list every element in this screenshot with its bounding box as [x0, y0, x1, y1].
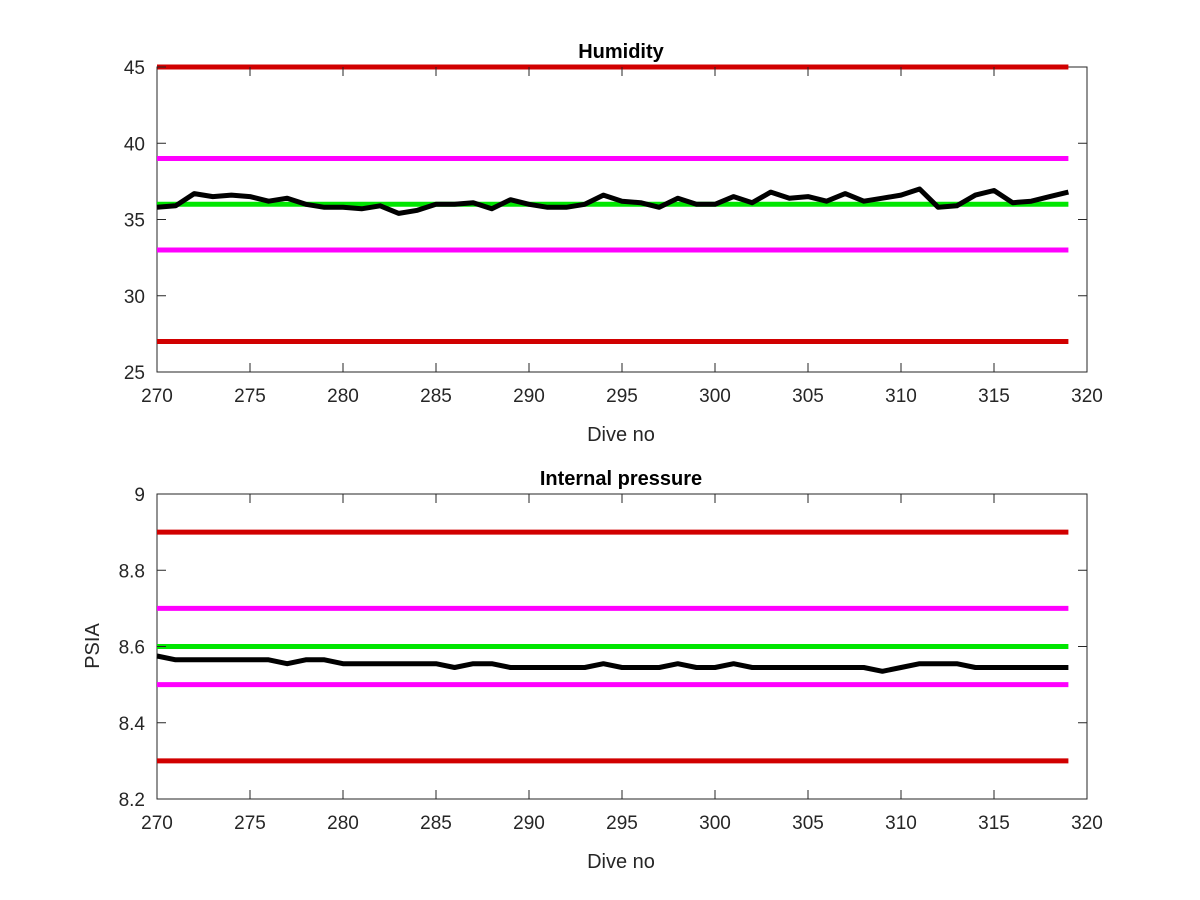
- pressure-x-tick-label: 310: [885, 813, 917, 834]
- humidity-x-tick-label: 270: [141, 386, 173, 407]
- pressure-ticks: 270 275 280 285 290 295 300 305 310 315 320 8.2 8.4 8…: [119, 485, 1103, 834]
- pressure-y-axis-label: PSIA: [82, 623, 104, 669]
- humidity-x-tick-label: 280: [327, 386, 359, 407]
- pressure-x-tick-label: 275: [234, 813, 266, 834]
- humidity-x-tick-label: 290: [513, 386, 545, 407]
- pressure-x-tick-label: 285: [420, 813, 452, 834]
- pressure-data-line-0: [156, 653, 1069, 674]
- pressure-y-tick-label: 8.6: [119, 638, 145, 659]
- pressure-x-tick-label: 305: [792, 813, 824, 834]
- pressure-y-tick-label: 8.8: [119, 561, 145, 582]
- humidity-plot-area: [156, 66, 1088, 373]
- pressure-x-tick-label: 315: [978, 813, 1010, 834]
- humidity-x-axis-label: Dive no: [587, 424, 655, 446]
- humidity-x-tick-label: 305: [792, 386, 824, 407]
- humidity-series-layer: [156, 64, 1069, 344]
- humidity-axes: 270 275 280 285 290 295 300 305 310 315 320 25 30 35 4…: [124, 41, 1103, 446]
- pressure-y-tick-label: 8.2: [119, 790, 145, 811]
- humidity-ticks: 270 275 280 285 290 295 300 305 310 315 320 25 30 35 4…: [124, 58, 1103, 407]
- pressure-y-tick-label: 9: [134, 485, 145, 506]
- pressure-x-tick-label: 280: [327, 813, 359, 834]
- humidity-x-tick-label: 285: [420, 386, 452, 407]
- pressure-axes: 270 275 280 285 290 295 300 305 310 315 320 8.2 8.4 8…: [82, 468, 1103, 873]
- pressure-title: Internal pressure: [540, 468, 702, 490]
- humidity-y-tick-label: 30: [124, 287, 145, 308]
- humidity-x-tick-label: 295: [606, 386, 638, 407]
- humidity-x-tick-label: 320: [1071, 386, 1103, 407]
- pressure-series-layer: [156, 529, 1069, 764]
- pressure-x-axis-label: Dive no: [587, 851, 655, 873]
- pressure-y-tick-label: 8.4: [119, 714, 146, 735]
- humidity-y-tick-label: 40: [124, 134, 145, 155]
- pressure-x-tick-label: 320: [1071, 813, 1103, 834]
- pressure-x-tick-label: 290: [513, 813, 545, 834]
- humidity-y-tick-label: 45: [124, 58, 145, 79]
- humidity-y-tick-label: 25: [124, 363, 145, 384]
- pressure-x-tick-label: 295: [606, 813, 638, 834]
- humidity-x-tick-label: 300: [699, 386, 731, 407]
- humidity-data-line-0: [156, 186, 1069, 216]
- humidity-y-tick-label: 35: [124, 211, 145, 232]
- humidity-x-tick-label: 315: [978, 386, 1010, 407]
- pressure-x-tick-label: 300: [699, 813, 731, 834]
- pressure-x-tick-label: 270: [141, 813, 173, 834]
- humidity-x-tick-label: 310: [885, 386, 917, 407]
- humidity-title: Humidity: [578, 41, 664, 63]
- humidity-x-tick-label: 275: [234, 386, 266, 407]
